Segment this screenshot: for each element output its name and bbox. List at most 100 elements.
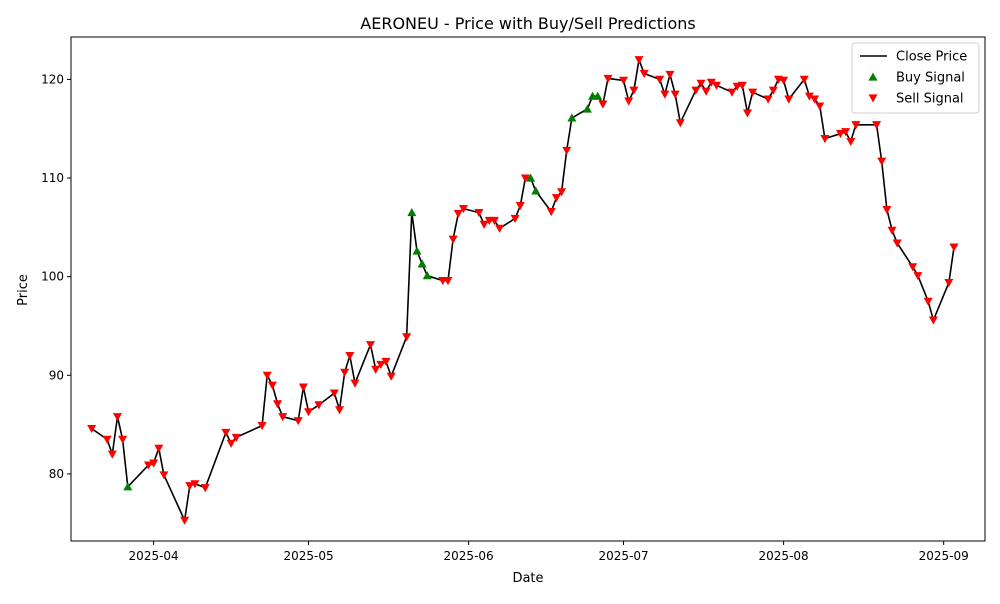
sell-signal-marker <box>562 146 572 155</box>
sell-signal-marker <box>949 243 959 252</box>
sell-signal-marker <box>742 109 752 118</box>
sell-signal-marker <box>515 202 525 211</box>
sell-signal-marker <box>655 75 665 84</box>
sell-signal-marker <box>748 88 758 97</box>
sell-signal-marker <box>474 208 484 218</box>
sell-signal-marker <box>366 341 376 350</box>
sell-signal-marker <box>443 277 453 286</box>
sell-signal-marker <box>603 74 613 83</box>
sell-signal-marker <box>314 401 324 410</box>
sell-signal-marker <box>877 157 887 166</box>
buy-signal-marker <box>567 113 577 122</box>
axes-frame <box>70 36 986 542</box>
sell-signal-marker <box>304 408 314 417</box>
sell-signal-marker <box>479 220 489 229</box>
sell-signal-marker <box>546 207 556 217</box>
sell-signal-marker <box>660 90 670 99</box>
sell-signal-marker <box>784 95 794 104</box>
legend-box <box>851 42 980 114</box>
sell-signal-marker <box>200 484 210 493</box>
sell-signal-marker <box>851 121 861 130</box>
sell-signal-marker <box>149 459 159 468</box>
sell-signal-marker <box>727 88 737 97</box>
plot-area: 2025-04 2025-05 2025-06 2025-07 2025-08 2025-… <box>41 36 986 563</box>
sell-signal-marker <box>706 78 716 87</box>
buy-signal-marker <box>123 482 133 491</box>
sell-signal-markers <box>87 56 959 525</box>
sell-signal-marker <box>231 433 241 442</box>
y-axis-label: Price <box>16 274 31 306</box>
sell-signal-marker <box>557 188 567 197</box>
x-tick-label: 2025-08 <box>759 549 809 563</box>
sell-signal-marker <box>670 90 680 99</box>
sell-signal-marker <box>872 121 882 130</box>
sell-signal-marker <box>804 92 814 101</box>
sell-signal-marker <box>226 439 236 448</box>
sell-signal-marker <box>340 368 350 377</box>
sell-signal-marker <box>489 216 499 225</box>
sell-signal-marker <box>913 272 923 281</box>
sell-signal-marker <box>87 424 97 434</box>
sell-signal-marker <box>691 86 701 95</box>
legend-sell-signal-swatch <box>868 94 878 103</box>
sell-signal-marker <box>675 119 685 128</box>
sell-signal-marker <box>799 75 809 84</box>
x-axis-label: Date <box>512 571 543 586</box>
sell-signal-marker <box>273 400 283 409</box>
sell-signal-marker <box>448 235 458 244</box>
y-tick-label: 90 <box>49 368 64 382</box>
sell-signal-marker <box>815 102 825 111</box>
sell-signal-marker <box>102 435 112 444</box>
buy-signal-markers <box>123 91 603 491</box>
sell-signal-marker <box>810 95 820 104</box>
sell-signal-marker <box>639 69 649 78</box>
sell-signal-marker <box>112 413 122 422</box>
sell-signal-marker <box>262 371 272 380</box>
sell-signal-marker <box>711 81 721 90</box>
x-tick-label: 2025-07 <box>598 549 648 563</box>
sell-signal-marker <box>278 413 288 422</box>
sell-signal-marker <box>298 383 308 392</box>
sell-signal-marker <box>453 209 463 219</box>
sell-signal-marker <box>267 381 277 390</box>
sell-signal-marker <box>820 134 830 144</box>
y-tick-label: 120 <box>41 72 64 86</box>
sell-signal-marker <box>732 82 742 91</box>
sell-signal-marker <box>737 81 747 90</box>
sell-signal-marker <box>551 194 561 203</box>
sell-signal-marker <box>520 174 530 183</box>
y-tick-label: 80 <box>49 467 64 481</box>
y-tick-label: 100 <box>41 270 64 284</box>
sell-signal-marker <box>221 428 231 438</box>
buy-signal-marker <box>417 259 427 268</box>
buy-signal-marker <box>593 91 603 100</box>
sell-signal-marker <box>892 239 902 248</box>
buy-signal-marker <box>412 246 422 255</box>
sell-signal-marker <box>495 224 505 233</box>
buy-signal-marker <box>531 186 541 195</box>
sell-signal-marker <box>107 450 117 459</box>
sell-signal-marker <box>402 333 412 342</box>
sell-signal-marker <box>882 206 892 215</box>
sell-signal-marker <box>118 435 128 444</box>
sell-signal-marker <box>159 471 169 480</box>
sell-signal-marker <box>629 86 639 95</box>
sell-signal-marker <box>376 360 386 369</box>
sell-signal-marker <box>386 372 396 381</box>
sell-signal-marker <box>345 351 355 361</box>
sell-signal-marker <box>154 444 164 453</box>
buy-signal-marker <box>526 173 536 182</box>
sell-signal-marker <box>257 422 267 431</box>
sell-signal-marker <box>293 417 303 426</box>
sell-signal-marker <box>185 482 195 491</box>
chart-title: AERONEU - Price with Buy/Sell Prediction… <box>360 14 695 33</box>
sell-signal-marker <box>350 379 360 388</box>
sell-signal-marker <box>335 406 345 415</box>
sell-signal-marker <box>887 226 897 235</box>
x-tick-label: 2025-04 <box>129 549 179 563</box>
sell-signal-marker <box>841 128 851 137</box>
x-tick-label: 2025-05 <box>283 549 333 563</box>
sell-signal-marker <box>944 278 954 288</box>
sell-signal-marker <box>846 137 856 147</box>
